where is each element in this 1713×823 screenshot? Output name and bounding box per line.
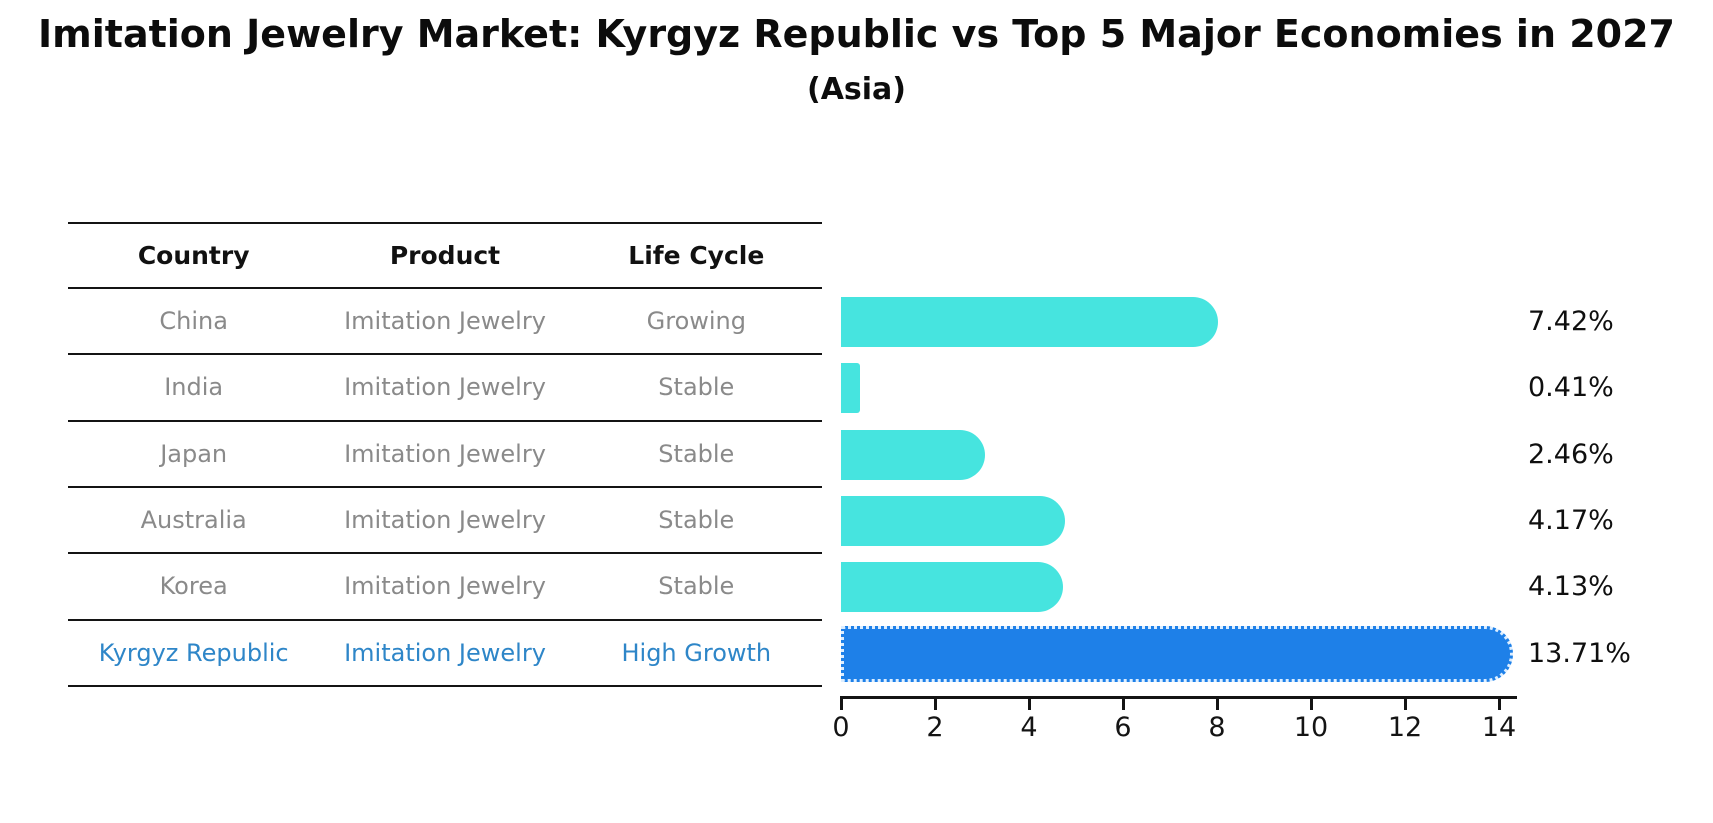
x-axis-tick-label: 6: [1114, 712, 1132, 743]
bar-value-label: 4.17%: [1528, 505, 1614, 537]
bar: [841, 562, 1064, 613]
x-axis-tick: [1027, 696, 1031, 710]
bar-value-label: 0.41%: [1528, 372, 1614, 404]
cell-life-cycle: Stable: [658, 572, 735, 601]
x-axis-tick: [1497, 696, 1501, 710]
cell-product: Imitation Jewelry: [344, 572, 546, 601]
bar-value-label: 4.13%: [1528, 571, 1614, 603]
x-axis-tick-label: 2: [926, 712, 944, 743]
cell-life-cycle: Growing: [646, 307, 746, 336]
cell-product: Imitation Jewelry: [344, 307, 546, 336]
x-axis-tick-label: 4: [1020, 712, 1038, 743]
cell-life-cycle: Stable: [658, 439, 735, 468]
bar-value-label: 2.46%: [1528, 438, 1614, 470]
bar: [841, 625, 1514, 682]
table-row: Korea Imitation Jewelry Stable: [68, 554, 822, 621]
cell-life-cycle: Stable: [658, 373, 735, 402]
x-axis-tick: [1215, 696, 1219, 710]
cell-country: Kyrgyz Republic: [98, 638, 289, 667]
column-header-country: Country: [137, 241, 250, 270]
x-axis-tick: [1121, 696, 1125, 710]
bar: [841, 429, 985, 480]
table-header-row: Country Product Life Cycle: [68, 222, 822, 289]
x-axis-tick: [1403, 696, 1407, 710]
chart-title: Imitation Jewelry Market: Kyrgyz Republi…: [38, 12, 1675, 56]
cell-product: Imitation Jewelry: [344, 638, 546, 667]
bar-value-label: 13.71%: [1528, 637, 1631, 669]
table-row: Australia Imitation Jewelry Stable: [68, 488, 822, 555]
bar: [841, 297, 1218, 348]
table-row: Kyrgyz Republic Imitation Jewelry High G…: [68, 621, 822, 687]
cell-life-cycle: High Growth: [621, 638, 772, 667]
x-axis-tick-label: 12: [1387, 712, 1423, 743]
cell-product: Imitation Jewelry: [344, 506, 546, 535]
x-axis-tick-label: 10: [1293, 712, 1329, 743]
x-axis-line: [841, 696, 1517, 699]
table-row: Japan Imitation Jewelry Stable: [68, 422, 822, 488]
bar-value-label: 7.42%: [1528, 306, 1614, 338]
x-axis-tick-label: 14: [1481, 712, 1517, 743]
x-axis-tick: [839, 696, 843, 710]
cell-life-cycle: Stable: [658, 506, 735, 535]
table-row: China Imitation Jewelry Growing: [68, 289, 822, 356]
cell-country: China: [159, 307, 228, 336]
column-header-product: Product: [389, 241, 501, 270]
cell-country: Japan: [160, 439, 228, 468]
column-header-life-cycle: Life Cycle: [628, 241, 765, 270]
table-body: China Imitation Jewelry Growing India Im…: [68, 289, 822, 687]
x-axis-tick-label: 0: [832, 712, 850, 743]
bar: [841, 363, 861, 414]
cell-country: Korea: [159, 572, 228, 601]
bar: [841, 496, 1065, 547]
country-table: Country Product Life Cycle China Imitati…: [68, 222, 822, 687]
cell-country: Australia: [140, 506, 247, 535]
chart-subtitle: (Asia): [806, 72, 907, 107]
x-axis-tick-label: 8: [1208, 712, 1226, 743]
cell-product: Imitation Jewelry: [344, 373, 546, 402]
x-axis-tick: [1309, 696, 1313, 710]
x-axis-tick: [933, 696, 937, 710]
cell-country: India: [164, 373, 224, 402]
table-row: India Imitation Jewelry Stable: [68, 355, 822, 422]
cell-product: Imitation Jewelry: [344, 439, 546, 468]
